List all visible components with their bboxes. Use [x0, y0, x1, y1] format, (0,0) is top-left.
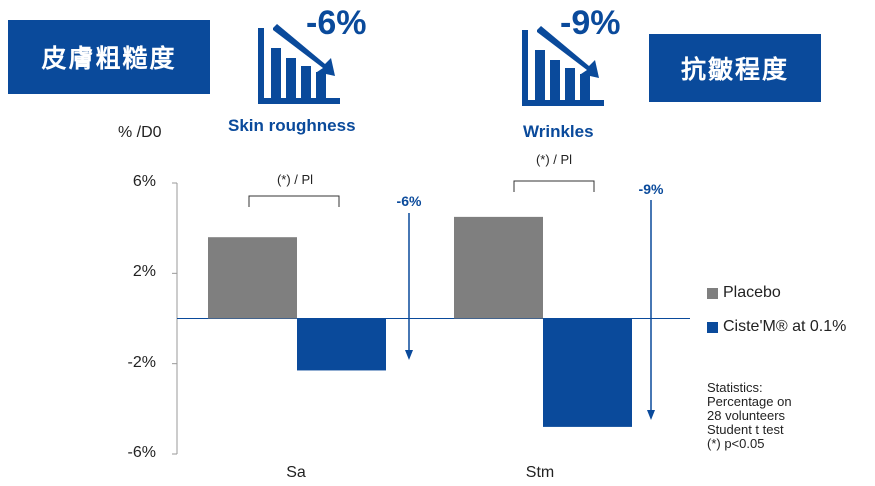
significance-bracket [513, 180, 595, 192]
statistics-line: (*) p<0.05 [707, 436, 765, 451]
statistics-line: 28 volunteers [707, 408, 786, 423]
legend-label-ciste: Ciste'M® at 0.1% [723, 318, 847, 335]
statistics-note: Statistics: Percentage on 28 volunteers … [707, 381, 792, 451]
x-category-label: Stm [525, 464, 555, 481]
x-category-label: Sa [286, 464, 306, 481]
declining-bar-chart-icon [522, 26, 604, 106]
y-tick-label: -2% [127, 354, 156, 371]
wrinkles-reduction-pct: -9% [560, 4, 621, 42]
roughness-caption: Skin roughness [228, 116, 356, 135]
statistics-line: Student t test [707, 422, 784, 437]
statistics-line: Statistics: [707, 380, 763, 395]
sa-difference-label: -6% [396, 193, 422, 209]
y-tick-label: 2% [132, 263, 156, 280]
statistics-line: Percentage on [707, 394, 792, 409]
bar-placebo-stm [454, 216, 543, 319]
legend-label-placebo: Placebo [723, 284, 781, 301]
significance-label: (*) / Pl [535, 152, 573, 167]
wrinkles-caption: Wrinkles [523, 122, 594, 141]
y-tick-label: 6% [132, 173, 156, 190]
y-axis-unit: % /D0 [118, 124, 162, 141]
bar-ciste-stm [543, 318, 632, 427]
legend-swatch-ciste [707, 321, 718, 333]
down-arrow-head [647, 410, 655, 420]
stm-difference-label: -9% [638, 181, 664, 197]
bar-placebo-sa [208, 237, 297, 319]
significance-label: (*) / Pl [276, 172, 314, 187]
skin-roughness-badge: 皮膚粗糙度 [8, 20, 210, 94]
significance-bracket [248, 195, 340, 207]
legend-item-placebo: Placebo [707, 284, 781, 302]
wrinkle-badge-label: 抗皺程度 [680, 55, 789, 84]
skin-roughness-badge-label: 皮膚粗糙度 [41, 44, 177, 73]
legend-swatch-placebo [707, 287, 718, 299]
legend-item-ciste: Ciste'M® at 0.1% [707, 318, 846, 336]
down-arrow-head [405, 350, 413, 360]
wrinkle-badge: 抗皺程度 [649, 34, 821, 102]
declining-bar-chart-icon [258, 24, 340, 104]
roughness-reduction-pct: -6% [306, 4, 367, 42]
y-tick-label: -6% [127, 444, 156, 461]
bar-ciste-sa [297, 318, 386, 371]
